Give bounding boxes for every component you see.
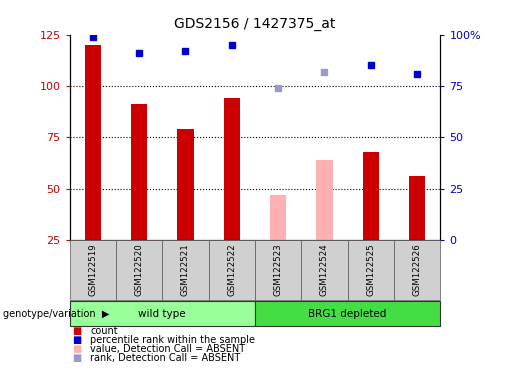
Text: GSM122522: GSM122522 xyxy=(227,243,236,296)
Text: GSM122519: GSM122519 xyxy=(88,243,97,296)
Text: value, Detection Call = ABSENT: value, Detection Call = ABSENT xyxy=(90,344,245,354)
Text: GSM122526: GSM122526 xyxy=(413,243,422,296)
Text: GSM122521: GSM122521 xyxy=(181,243,190,296)
Text: GSM122524: GSM122524 xyxy=(320,243,329,296)
Text: ■: ■ xyxy=(72,344,81,354)
Title: GDS2156 / 1427375_at: GDS2156 / 1427375_at xyxy=(174,17,336,31)
Bar xyxy=(177,129,194,240)
Text: GSM122525: GSM122525 xyxy=(366,243,375,296)
Bar xyxy=(363,152,379,240)
Text: ■: ■ xyxy=(72,326,81,336)
Bar xyxy=(224,98,240,240)
Text: ■: ■ xyxy=(72,335,81,345)
Text: ■: ■ xyxy=(72,353,81,362)
Bar xyxy=(84,45,101,240)
Bar xyxy=(316,160,333,240)
Bar xyxy=(270,195,286,240)
Text: BRG1 depleted: BRG1 depleted xyxy=(308,309,387,319)
Text: wild type: wild type xyxy=(139,309,186,319)
Text: genotype/variation  ▶: genotype/variation ▶ xyxy=(3,309,109,319)
Text: GSM122520: GSM122520 xyxy=(134,243,144,296)
Bar xyxy=(409,176,425,240)
Text: count: count xyxy=(90,326,118,336)
Bar xyxy=(131,104,147,240)
Text: GSM122523: GSM122523 xyxy=(273,243,283,296)
Text: rank, Detection Call = ABSENT: rank, Detection Call = ABSENT xyxy=(90,353,241,362)
Text: percentile rank within the sample: percentile rank within the sample xyxy=(90,335,255,345)
